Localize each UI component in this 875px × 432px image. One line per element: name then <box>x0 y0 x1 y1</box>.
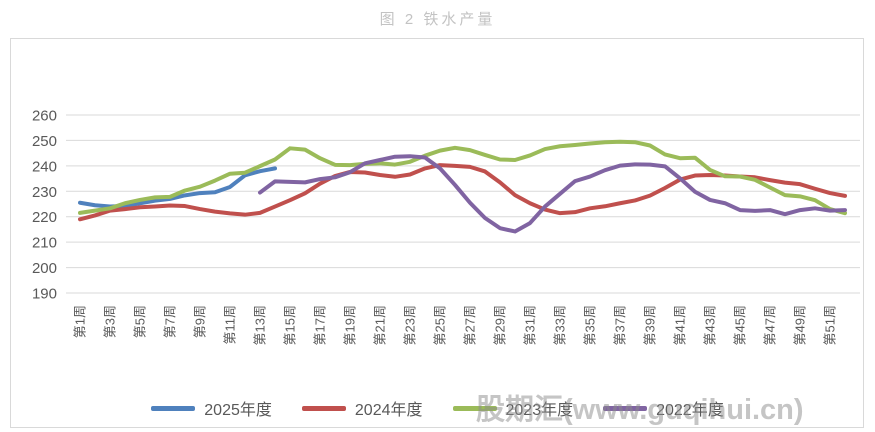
x-axis-tick-label: 第47周 <box>763 305 778 345</box>
x-axis-tick-label: 第35周 <box>583 305 598 345</box>
x-axis-tick-label: 第11周 <box>223 305 238 345</box>
y-axis-tick-label: 250 <box>32 133 57 150</box>
x-axis-tick-label: 第23周 <box>403 305 418 345</box>
y-axis-tick-label: 200 <box>32 260 57 277</box>
y-axis-tick-label: 240 <box>32 158 57 175</box>
x-axis-tick-label: 第9周 <box>193 305 208 338</box>
legend-line-swatch-icon <box>603 405 648 411</box>
x-axis-tick-label: 第5周 <box>133 305 148 338</box>
legend-line-swatch-icon <box>301 405 346 411</box>
x-axis-tick-label: 第45周 <box>733 305 748 345</box>
legend-label: 2024年度 <box>354 402 423 419</box>
legend-item-2024: 2024年度 <box>301 396 423 420</box>
y-axis-tick-label: 190 <box>32 286 57 303</box>
x-axis-tick-label: 第33周 <box>553 305 568 345</box>
x-axis-tick-label: 第1周 <box>73 305 88 338</box>
x-axis-tick-label: 第27周 <box>463 305 478 345</box>
x-axis-tick-label: 第51周 <box>823 305 838 345</box>
y-axis-tick-label: 220 <box>32 209 57 226</box>
legend-label: 2022年度 <box>656 402 724 419</box>
x-axis-tick-label: 第7周 <box>163 305 178 338</box>
legend-label: 2025年度 <box>204 402 272 419</box>
legend-item-2025: 2025年度 <box>151 396 272 420</box>
watermark: 股期汇(www.guqihui.cn) <box>476 394 804 426</box>
legend-item-2022: 2022年度 <box>603 396 724 420</box>
x-axis-tick-label: 第17周 <box>313 305 328 345</box>
y-axis-tick-label: 230 <box>32 184 57 201</box>
x-axis-tick-label: 第41周 <box>673 305 688 345</box>
y-axis-tick-label: 260 <box>32 108 57 125</box>
x-axis-tick-label: 第15周 <box>283 305 298 345</box>
x-axis-tick-label: 第3周 <box>103 305 118 338</box>
x-axis-tick-label: 第31周 <box>523 305 538 345</box>
x-axis-tick-label: 第13周 <box>253 305 268 345</box>
legend-line-swatch-icon <box>151 405 196 411</box>
chart-border-box <box>10 38 864 428</box>
x-axis-tick-label: 第19周 <box>343 305 358 345</box>
chart-legend: 2025年度 2024年度 2023年度 2022年度 <box>0 396 875 420</box>
x-axis-tick-label: 第39周 <box>643 305 658 345</box>
series-line-2023 <box>78 139 847 216</box>
x-axis-tick-label: 第29周 <box>493 305 508 345</box>
y-axis-tick-label: 210 <box>32 235 57 252</box>
x-axis-tick-label: 第37周 <box>613 305 628 345</box>
x-axis-tick-label: 第25周 <box>433 305 448 345</box>
x-axis-tick-label: 第49周 <box>793 305 808 345</box>
legend-label: 2023年度 <box>505 402 574 419</box>
chart-title: 图 2 铁水产量 <box>379 11 496 28</box>
legend-item-2023: 2023年度 <box>452 396 574 420</box>
x-axis-tick-label: 第21周 <box>373 305 388 345</box>
x-axis-tick-label: 第43周 <box>703 305 718 345</box>
legend-line-swatch-icon <box>452 405 497 411</box>
series-line-2022 <box>258 154 847 234</box>
